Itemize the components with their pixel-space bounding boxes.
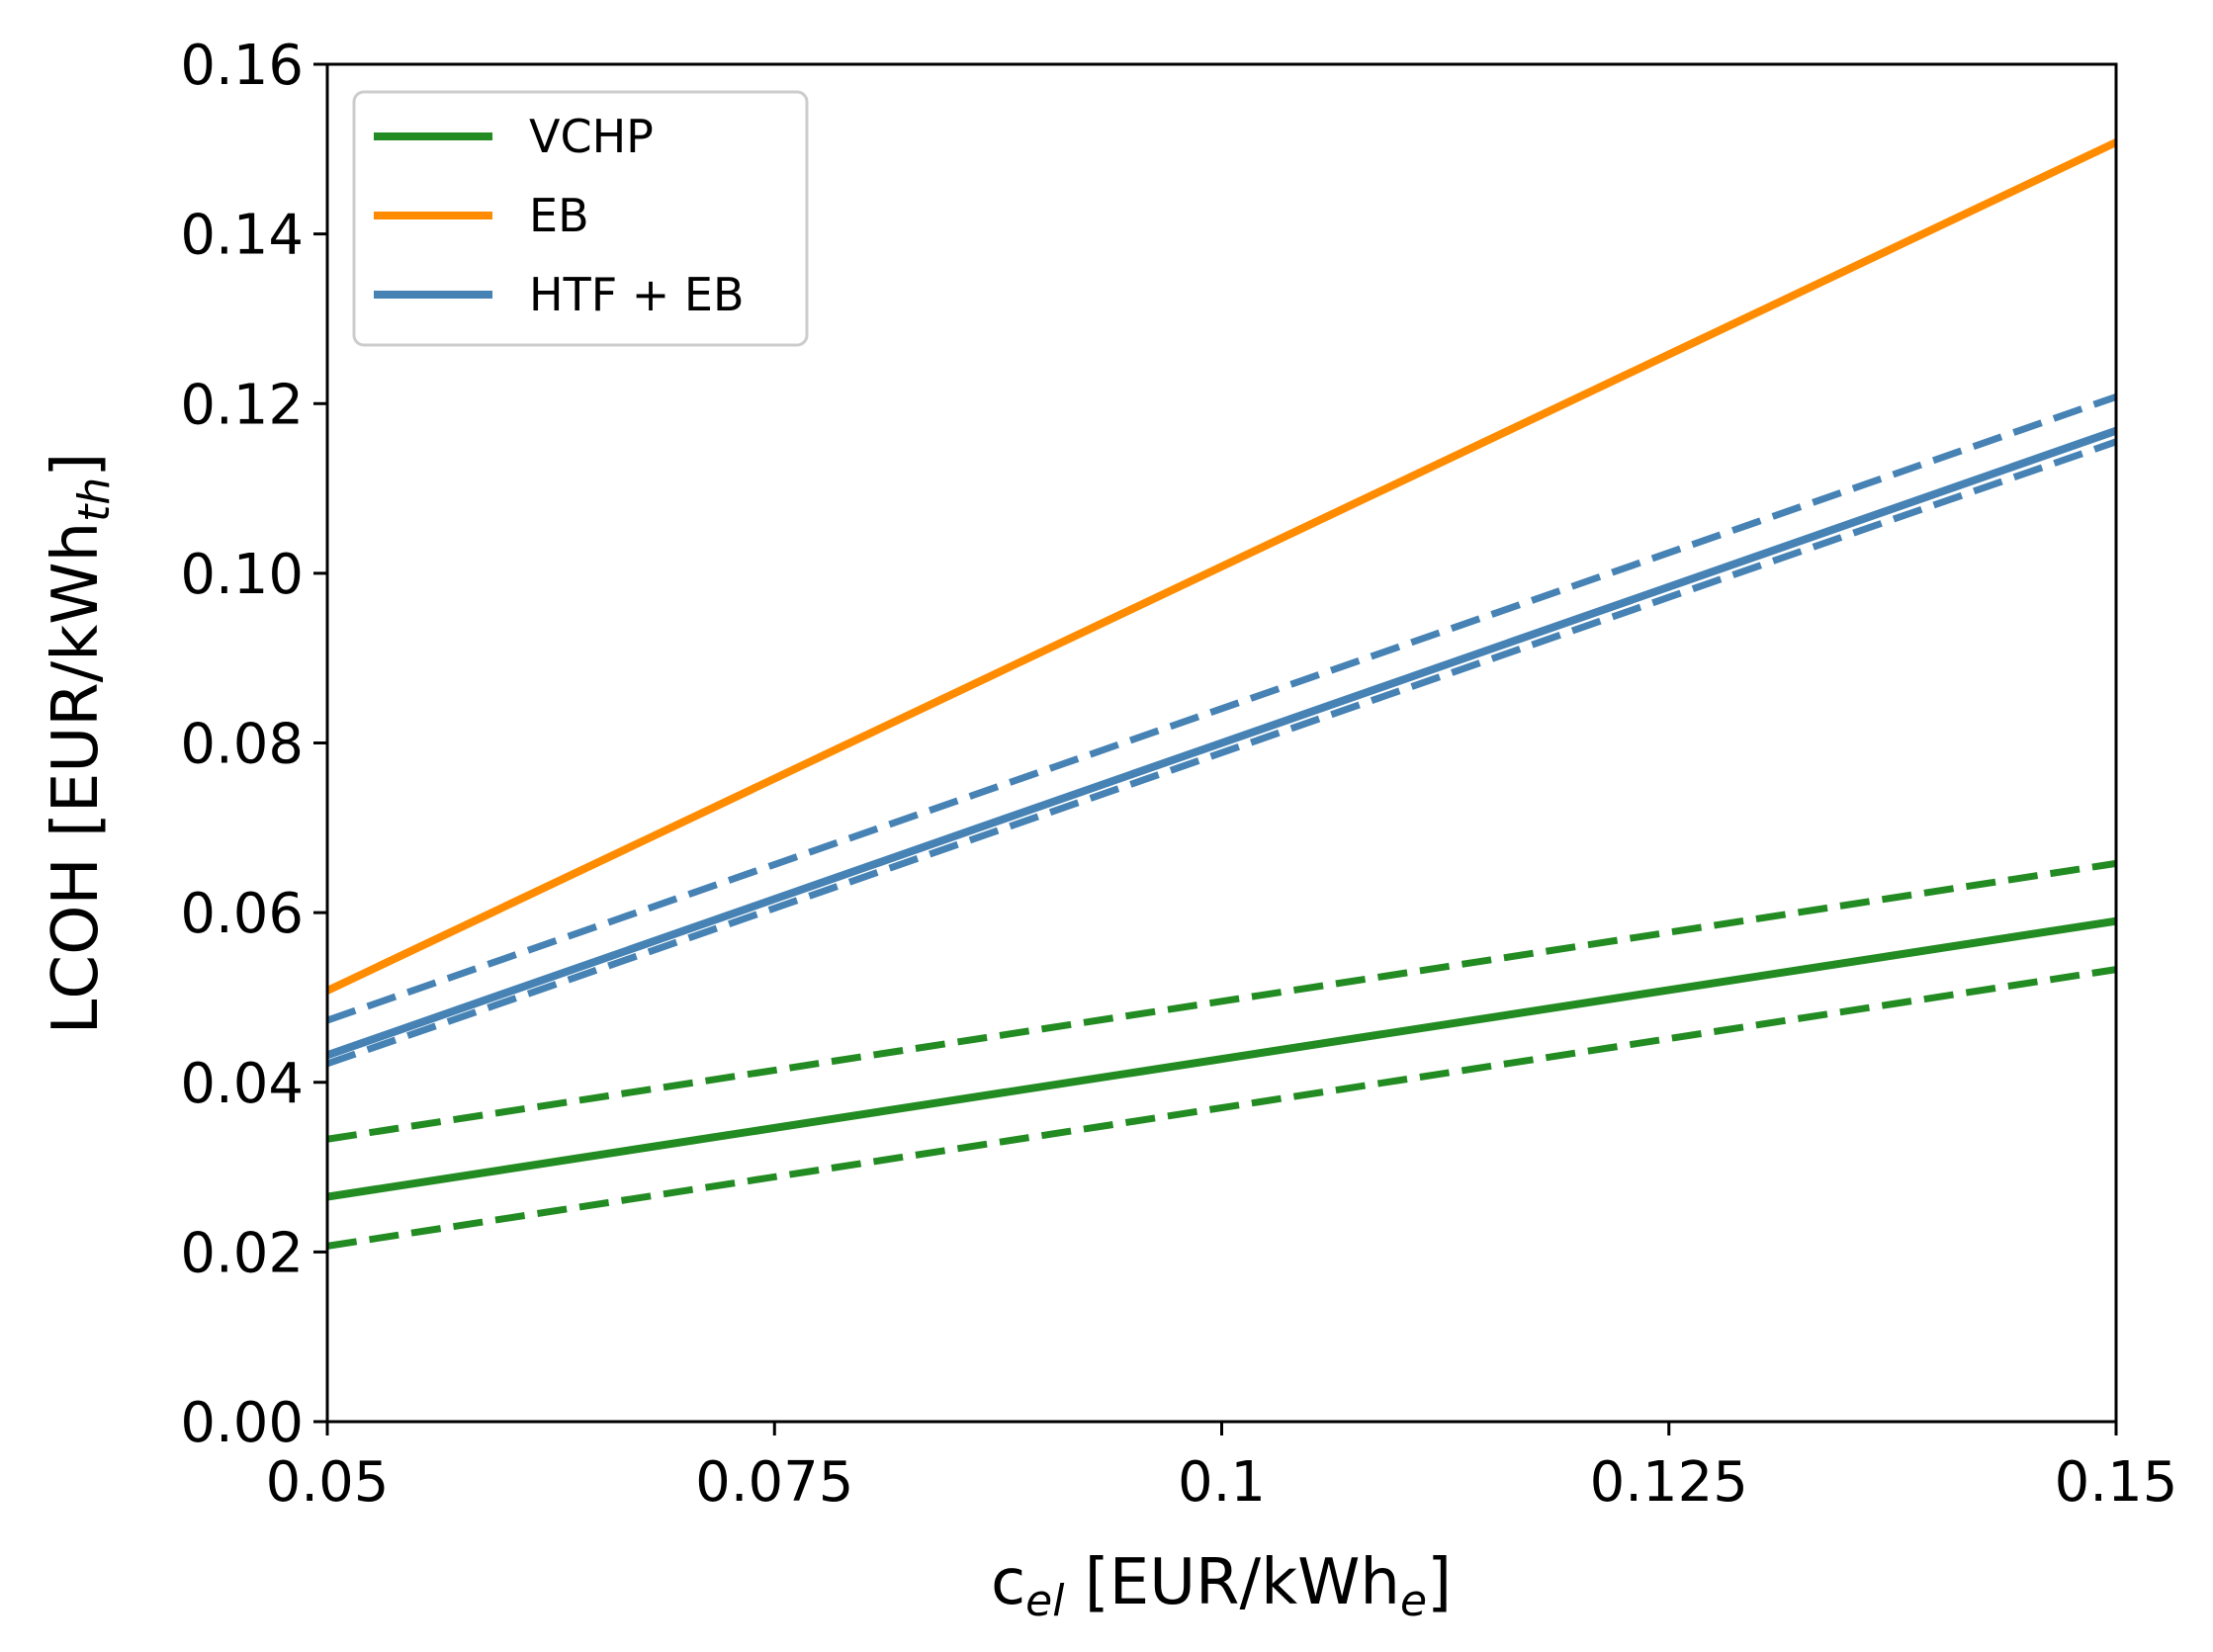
series-line-eb — [325, 138, 2118, 995]
x-axis-title: cel [EUR/kWhe] — [991, 1546, 1452, 1626]
x-tick-label: 0.1 — [1178, 1450, 1266, 1515]
x-tick-label: 0.15 — [2055, 1450, 2178, 1515]
x-title-sub2: e — [1400, 1576, 1427, 1626]
y-tick-label: 0.14 — [180, 204, 304, 268]
y-tick-label: 0.16 — [180, 34, 304, 98]
x-title-rest: [EUR/kWh — [1064, 1546, 1400, 1619]
series-line-htf-eb-upper — [325, 393, 2118, 1024]
x-tick-label: 0.075 — [695, 1450, 853, 1515]
y-tick-label: 0.12 — [180, 373, 304, 437]
legend-label-vchp: VCHP — [529, 110, 654, 163]
x-axis: 0.05 0.075 0.1 0.125 0.15 — [266, 1422, 2178, 1515]
x-title-sub: el — [1025, 1576, 1065, 1626]
y-axis: 0.00 0.02 0.04 0.06 0.08 0.10 0.12 0.14 0.16 — [180, 34, 327, 1455]
y-axis-title: LCOH [EUR/kWhth] — [40, 453, 120, 1034]
x-tick-label: 0.05 — [266, 1450, 390, 1515]
x-tick-label: 0.125 — [1590, 1450, 1748, 1515]
y-tick-label: 0.08 — [180, 713, 304, 777]
y-title-main: LCOH [EUR/kWh — [40, 522, 113, 1034]
legend-box — [352, 90, 809, 347]
y-title-end: ] — [40, 453, 113, 478]
y-title-sub: th — [69, 478, 120, 522]
legend-label-eb: EB — [529, 189, 589, 242]
y-tick-label: 0.06 — [180, 882, 304, 946]
series-line-htf-eb-lower — [325, 438, 2118, 1068]
series-layer — [325, 138, 2118, 1250]
x-title-main: c — [991, 1546, 1025, 1619]
series-line-vchp-upper — [326, 859, 2117, 1143]
series-line-htf-eb — [325, 426, 2118, 1060]
series-line-vchp-lower — [326, 966, 2117, 1250]
legend-label-htf-eb: HTF + EB — [529, 268, 745, 321]
y-tick-label: 0.00 — [180, 1391, 304, 1455]
y-tick-label: 0.02 — [180, 1221, 304, 1285]
y-tick-label: 0.10 — [180, 543, 304, 607]
x-title-end: ] — [1427, 1546, 1452, 1619]
series-line-vchp — [326, 916, 2117, 1201]
legend: VCHP EB HTF + EB — [352, 90, 809, 347]
y-tick-label: 0.04 — [180, 1052, 304, 1116]
